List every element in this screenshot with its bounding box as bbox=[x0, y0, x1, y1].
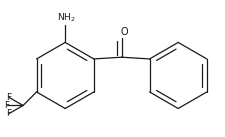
Text: NH$_2$: NH$_2$ bbox=[56, 12, 75, 24]
Text: F: F bbox=[4, 101, 9, 110]
Text: F: F bbox=[6, 109, 11, 118]
Text: O: O bbox=[119, 27, 127, 37]
Text: F: F bbox=[6, 93, 11, 102]
